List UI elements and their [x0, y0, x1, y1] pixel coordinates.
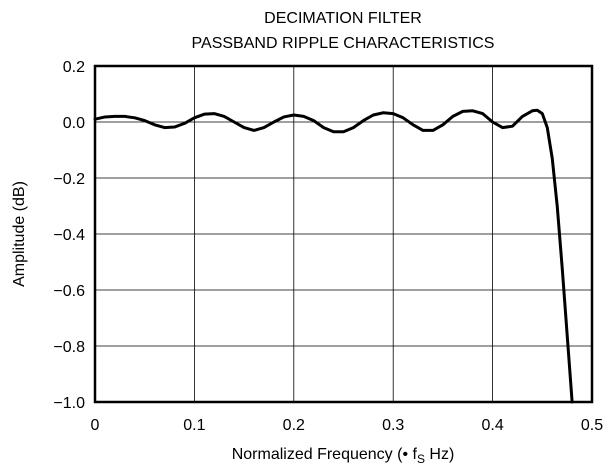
y-tick-label: −0.2 [53, 171, 85, 188]
y-axis-ticks: 0.2 0.0 −0.2 −0.4 −0.6 −0.8 −1.0 [53, 59, 85, 412]
series-line [93, 108, 574, 404]
y-axis-label: Amplitude (dB) [11, 181, 28, 287]
chart-title: DECIMATION FILTER [264, 10, 422, 27]
series-layer [93, 108, 574, 404]
x-axis-label-main: Normalized Frequency (• f [232, 446, 418, 463]
y-tick-label: −0.4 [53, 227, 85, 244]
x-tick-label: 0.4 [481, 417, 503, 434]
x-tick-label: 0 [91, 417, 100, 434]
x-axis-ticks: 0 0.1 0.2 0.3 0.4 0.5 [91, 417, 603, 434]
x-axis-label-suffix: Hz) [425, 446, 454, 463]
y-tick-label: −0.6 [53, 283, 85, 300]
y-tick-label: 0.2 [63, 59, 85, 76]
chart-subtitle: PASSBAND RIPPLE CHARACTERISTICS [192, 35, 495, 52]
x-tick-label: 0.3 [382, 417, 404, 434]
x-tick-label: 0.1 [183, 417, 205, 434]
y-tick-label: −1.0 [53, 395, 85, 412]
y-tick-label: 0.0 [63, 115, 85, 132]
x-tick-label: 0.2 [283, 417, 305, 434]
x-axis-label: Normalized Frequency (• fS Hz) [232, 446, 455, 466]
y-tick-label: −0.8 [53, 339, 85, 356]
x-axis-label-subscript: S [417, 452, 425, 466]
x-tick-label: 0.5 [581, 417, 603, 434]
grid-lines [95, 66, 592, 402]
plot-area-frame [93, 64, 594, 404]
